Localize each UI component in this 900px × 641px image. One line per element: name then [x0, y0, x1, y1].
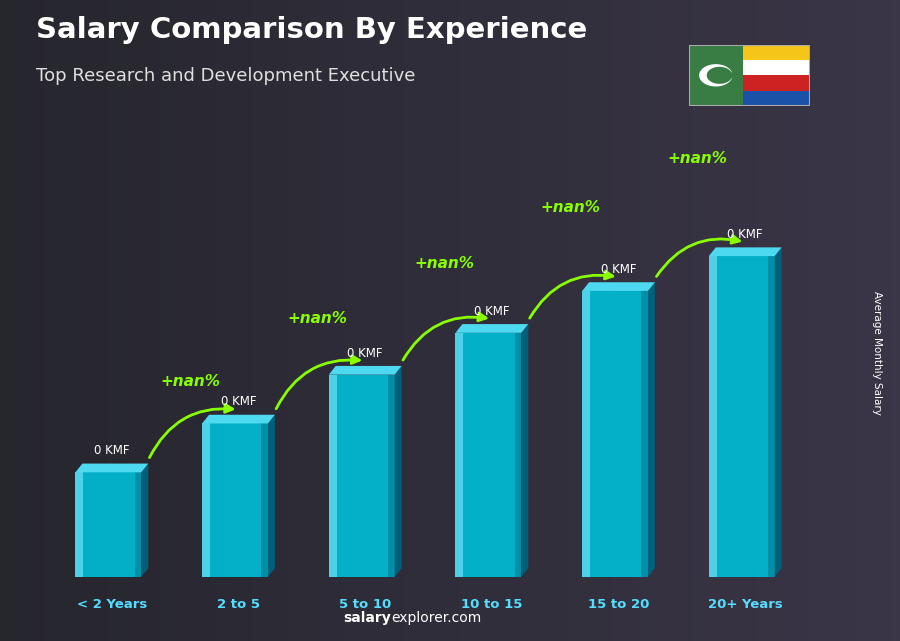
Text: 10 to 15: 10 to 15 [461, 598, 523, 611]
Polygon shape [648, 282, 655, 577]
Polygon shape [268, 415, 274, 577]
Text: +nan%: +nan% [541, 200, 600, 215]
Polygon shape [582, 291, 590, 577]
Text: Salary Comparison By Experience: Salary Comparison By Experience [36, 16, 587, 44]
Text: +nan%: +nan% [287, 312, 347, 326]
Text: +nan%: +nan% [668, 151, 727, 166]
Polygon shape [688, 45, 743, 106]
Text: 0 KMF: 0 KMF [601, 263, 636, 276]
Text: 0 KMF: 0 KMF [347, 347, 382, 360]
Text: 0 KMF: 0 KMF [727, 228, 763, 241]
Text: Average Monthly Salary: Average Monthly Salary [872, 290, 883, 415]
Polygon shape [202, 424, 268, 577]
Polygon shape [455, 333, 464, 577]
Polygon shape [141, 463, 149, 577]
Polygon shape [76, 463, 148, 472]
Text: 20+ Years: 20+ Years [707, 598, 783, 611]
Text: +nan%: +nan% [161, 374, 220, 389]
Text: 5 to 10: 5 to 10 [339, 598, 392, 611]
Text: explorer.com: explorer.com [392, 611, 482, 625]
Text: 0 KMF: 0 KMF [220, 395, 256, 408]
Polygon shape [688, 45, 810, 106]
Polygon shape [582, 282, 655, 291]
Polygon shape [76, 472, 84, 577]
Polygon shape [709, 256, 716, 577]
Polygon shape [688, 45, 810, 60]
Polygon shape [328, 366, 401, 374]
Polygon shape [515, 333, 521, 577]
Text: Top Research and Development Executive: Top Research and Development Executive [36, 67, 416, 85]
Polygon shape [709, 256, 775, 577]
Polygon shape [688, 75, 810, 90]
Polygon shape [688, 60, 810, 75]
Text: +nan%: +nan% [414, 256, 474, 271]
Polygon shape [202, 424, 210, 577]
Text: salary: salary [344, 611, 392, 625]
Text: 2 to 5: 2 to 5 [217, 598, 260, 611]
Polygon shape [768, 256, 775, 577]
Polygon shape [709, 247, 781, 256]
Polygon shape [688, 90, 810, 106]
Polygon shape [699, 64, 732, 87]
Polygon shape [642, 291, 648, 577]
Polygon shape [76, 472, 141, 577]
Polygon shape [455, 324, 528, 333]
Polygon shape [328, 374, 394, 577]
Polygon shape [775, 247, 781, 577]
Polygon shape [388, 374, 394, 577]
Polygon shape [582, 291, 648, 577]
Polygon shape [328, 374, 337, 577]
Polygon shape [202, 415, 274, 424]
Text: < 2 Years: < 2 Years [76, 598, 147, 611]
Polygon shape [261, 424, 268, 577]
Polygon shape [455, 333, 521, 577]
Polygon shape [394, 366, 401, 577]
Text: 0 KMF: 0 KMF [94, 444, 130, 457]
Text: 15 to 20: 15 to 20 [588, 598, 649, 611]
Text: 0 KMF: 0 KMF [474, 305, 509, 318]
Polygon shape [521, 324, 528, 577]
Polygon shape [135, 472, 141, 577]
